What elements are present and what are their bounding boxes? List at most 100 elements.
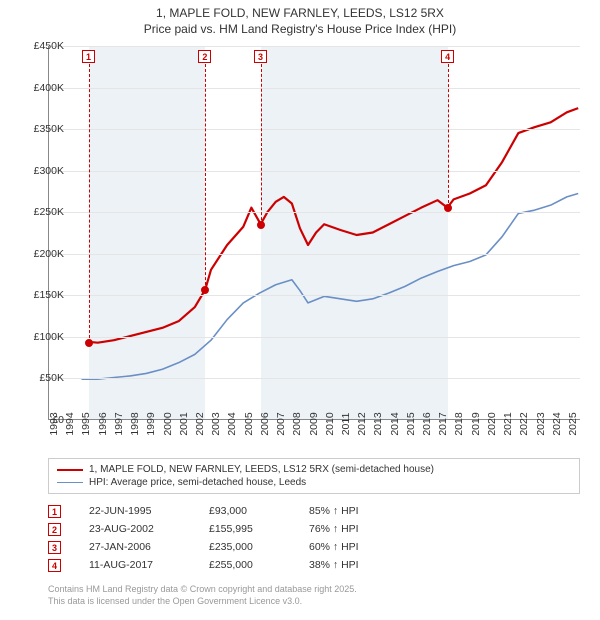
gridline xyxy=(49,212,580,213)
sale-row: 2 23-AUG-2002£155,99576% ↑ HPI xyxy=(48,520,409,538)
y-axis-label: £300K xyxy=(34,165,64,177)
gridline xyxy=(49,171,580,172)
x-axis-label: 1999 xyxy=(145,412,157,435)
gridline xyxy=(49,46,580,47)
x-axis-label: 2015 xyxy=(405,412,417,435)
plot-area: 1 2 3 4 xyxy=(48,46,580,420)
y-axis-label: £200K xyxy=(34,248,64,260)
sale-marker-badge: 2 xyxy=(198,50,211,63)
sale-price: £255,000 xyxy=(209,559,309,571)
sale-hpi: 60% ↑ HPI xyxy=(309,541,409,553)
gridline xyxy=(49,254,580,255)
sale-hpi: 76% ↑ HPI xyxy=(309,523,409,535)
sale-marker-dot xyxy=(444,204,452,212)
sale-marker-dot xyxy=(201,286,209,294)
legend-item: 1, MAPLE FOLD, NEW FARNLEY, LEEDS, LS12 … xyxy=(57,463,571,476)
x-axis-label: 2003 xyxy=(210,412,222,435)
sale-date: 27-JAN-2006 xyxy=(89,541,209,553)
sales-table: 1 22-JUN-1995£93,00085% ↑ HPI 2 23-AUG-2002… xyxy=(48,502,409,574)
sale-row: 327-JAN-2006£235,00060% ↑ HPI xyxy=(48,538,409,556)
x-axis-label: 2021 xyxy=(502,412,514,435)
sale-date: 22-JUN-1995 xyxy=(89,505,209,517)
x-axis-label: 2022 xyxy=(518,412,530,435)
x-axis-label: 2019 xyxy=(470,412,482,435)
x-axis-label: 2006 xyxy=(259,412,271,435)
sale-marker-line xyxy=(89,64,90,343)
legend: 1, MAPLE FOLD, NEW FARNLEY, LEEDS, LS12 … xyxy=(48,458,580,494)
y-axis-label: £350K xyxy=(34,123,64,135)
x-axis-label: 2025 xyxy=(567,412,579,435)
sale-price: £155,995 xyxy=(209,523,309,535)
x-axis-label: 2016 xyxy=(421,412,433,435)
series-line xyxy=(82,194,579,380)
sale-price: £235,000 xyxy=(209,541,309,553)
x-axis-label: 2017 xyxy=(437,412,449,435)
title-line-1: 1, MAPLE FOLD, NEW FARNLEY, LEEDS, LS12 … xyxy=(0,6,600,22)
x-axis-label: 2009 xyxy=(308,412,320,435)
x-axis-label: 2013 xyxy=(372,412,384,435)
line-layer xyxy=(49,46,580,419)
y-axis-label: £50K xyxy=(39,372,64,384)
legend-swatch xyxy=(57,482,83,483)
gridline xyxy=(49,378,580,379)
x-axis-label: 2024 xyxy=(551,412,563,435)
x-axis-label: 2020 xyxy=(486,412,498,435)
gridline xyxy=(49,295,580,296)
x-axis-label: 2010 xyxy=(324,412,336,435)
sale-badge: 1 xyxy=(48,505,61,518)
x-axis-label: 1997 xyxy=(113,412,125,435)
legend-swatch xyxy=(57,469,83,471)
sale-marker-dot xyxy=(257,221,265,229)
x-axis-label: 1993 xyxy=(48,412,60,435)
legend-item: HPI: Average price, semi-detached house,… xyxy=(57,476,571,489)
sale-date: 23-AUG-2002 xyxy=(89,523,209,535)
y-axis-label: £100K xyxy=(34,331,64,343)
x-axis-label: 2014 xyxy=(389,412,401,435)
sale-marker-badge: 1 xyxy=(82,50,95,63)
x-axis-label: 2007 xyxy=(275,412,287,435)
x-axis-label: 1994 xyxy=(64,412,76,435)
x-axis-label: 2023 xyxy=(535,412,547,435)
sale-price: £93,000 xyxy=(209,505,309,517)
x-axis-label: 1995 xyxy=(80,412,92,435)
sale-marker-line xyxy=(205,64,206,290)
sale-date: 11-AUG-2017 xyxy=(89,559,209,571)
x-axis-label: 2018 xyxy=(453,412,465,435)
title-block: 1, MAPLE FOLD, NEW FARNLEY, LEEDS, LS12 … xyxy=(0,0,600,39)
sale-badge: 4 xyxy=(48,559,61,572)
sale-row: 1 22-JUN-1995£93,00085% ↑ HPI xyxy=(48,502,409,520)
x-axis-label: 1996 xyxy=(97,412,109,435)
footer-line-1: Contains HM Land Registry data © Crown c… xyxy=(48,584,357,596)
x-axis-label: 2002 xyxy=(194,412,206,435)
x-axis-label: 2000 xyxy=(162,412,174,435)
footer-attribution: Contains HM Land Registry data © Crown c… xyxy=(48,584,357,607)
y-axis-label: £450K xyxy=(34,40,64,52)
footer-line-2: This data is licensed under the Open Gov… xyxy=(48,596,357,608)
sale-row: 4 11-AUG-2017£255,00038% ↑ HPI xyxy=(48,556,409,574)
x-axis-label: 2011 xyxy=(340,413,352,436)
sale-marker-badge: 3 xyxy=(254,50,267,63)
series-line xyxy=(89,108,578,343)
sale-marker-line xyxy=(261,64,262,225)
sale-hpi: 38% ↑ HPI xyxy=(309,559,409,571)
sale-badge: 2 xyxy=(48,523,61,536)
sale-hpi: 85% ↑ HPI xyxy=(309,505,409,517)
sale-marker-line xyxy=(448,64,449,208)
x-axis-label: 2004 xyxy=(226,412,238,435)
legend-label: HPI: Average price, semi-detached house,… xyxy=(89,477,306,488)
x-axis-label: 1998 xyxy=(129,412,141,435)
x-axis-label: 2001 xyxy=(178,412,190,435)
title-line-2: Price paid vs. HM Land Registry's House … xyxy=(0,22,600,38)
gridline xyxy=(49,129,580,130)
y-axis-label: £150K xyxy=(34,289,64,301)
legend-label: 1, MAPLE FOLD, NEW FARNLEY, LEEDS, LS12 … xyxy=(89,464,434,475)
chart-container: 1, MAPLE FOLD, NEW FARNLEY, LEEDS, LS12 … xyxy=(0,0,600,620)
x-axis-label: 2008 xyxy=(291,412,303,435)
x-axis-label: 2012 xyxy=(356,412,368,435)
gridline xyxy=(49,337,580,338)
y-axis-label: £250K xyxy=(34,206,64,218)
sale-marker-dot xyxy=(85,339,93,347)
x-axis-label: 2005 xyxy=(243,412,255,435)
gridline xyxy=(49,88,580,89)
sale-marker-badge: 4 xyxy=(441,50,454,63)
